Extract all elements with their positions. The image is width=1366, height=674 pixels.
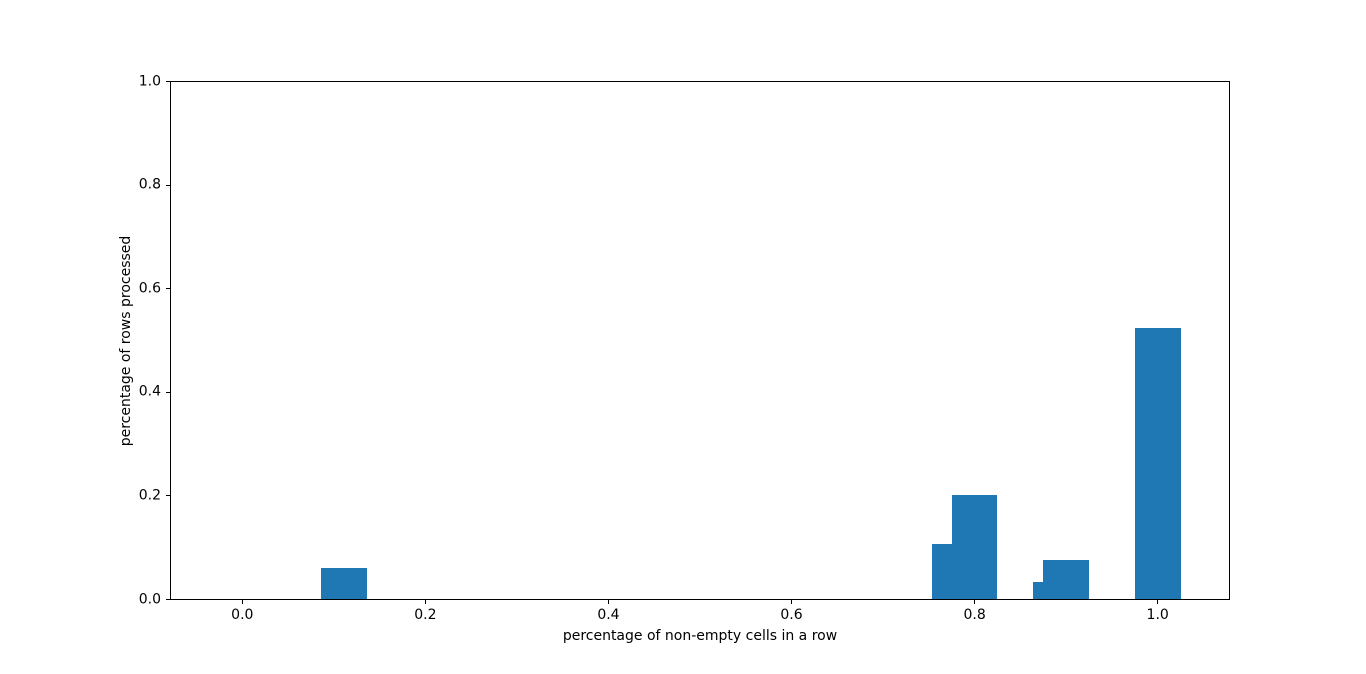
y-tick-mark (166, 81, 170, 82)
x-tick-label: 0.2 (414, 606, 437, 623)
x-tick-mark (974, 599, 976, 604)
x-tick-mark (607, 599, 609, 604)
bar (321, 567, 367, 600)
y-tick-label: 0.6 (138, 280, 161, 297)
x-tick-mark (1157, 599, 1159, 604)
y-tick-label: 0.0 (138, 591, 161, 607)
x-axis-label: percentage of non-empty cells in a row (562, 628, 838, 644)
y-tick-mark (166, 288, 170, 290)
x-tick-label: 0.4 (597, 606, 620, 623)
x-tick-mark (791, 599, 793, 604)
x-tick-label: 0.0 (231, 606, 254, 623)
y-tick-label: 0.8 (138, 176, 161, 193)
y-axis-label: percentage of rows processed (118, 235, 134, 447)
y-tick-label: 0.4 (138, 383, 161, 400)
bar (1134, 327, 1181, 600)
x-tick-label: 1.0 (1146, 606, 1169, 623)
y-tick-mark (166, 599, 170, 600)
x-tick-mark (241, 599, 243, 604)
y-tick-label: 1.0 (138, 73, 161, 89)
y-tick-label: 0.2 (138, 487, 161, 504)
bar (951, 495, 998, 600)
plot-area (170, 81, 1230, 600)
y-tick-mark (166, 184, 170, 186)
x-tick-label: 0.6 (780, 606, 803, 623)
x-tick-label: 0.8 (963, 606, 986, 623)
bar (1043, 559, 1090, 600)
x-tick-mark (424, 599, 426, 604)
y-tick-mark (166, 495, 170, 497)
y-tick-mark (166, 391, 170, 393)
